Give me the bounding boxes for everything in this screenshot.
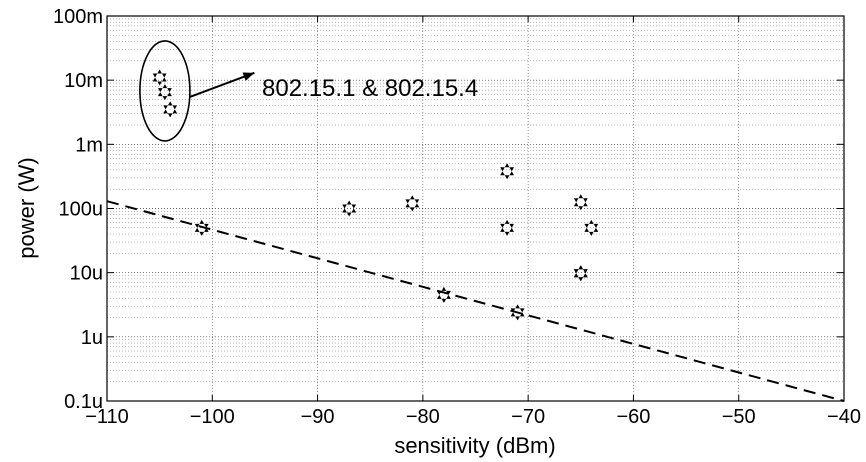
data-point-star (342, 200, 357, 217)
y-tick-labels: 0.1u 1u 10u 100u 1m 10m 100m (53, 6, 103, 413)
data-point-star (194, 219, 209, 236)
data-point-star (573, 194, 588, 211)
data-point-star (584, 219, 599, 236)
data-point-star (573, 265, 588, 282)
data-point-star (436, 286, 451, 303)
x-tick-label: −80 (406, 406, 440, 428)
x-tick-label: −50 (722, 406, 756, 428)
y-tick-label: 1u (81, 327, 103, 349)
x-tick-label: −90 (301, 406, 335, 428)
y-axis-label: power (W) (14, 157, 39, 258)
data-point-star (500, 219, 515, 236)
annotation-ellipse (139, 40, 191, 142)
data-point-star (152, 69, 167, 86)
trend-line-group (106, 200, 845, 402)
grid (107, 16, 844, 401)
x-tick-label: −60 (616, 406, 650, 428)
x-tick-labels: −110 −100 −90 −80 −70 −60 −50 −40 (85, 406, 861, 428)
annotation-arrow-line (189, 71, 255, 98)
y-tick-label: 10m (64, 70, 103, 92)
data-point-star (157, 84, 172, 101)
x-tick-label: −40 (827, 406, 861, 428)
trend-line (106, 200, 845, 402)
data-points (152, 69, 599, 321)
annotation-label: 802.15.1 & 802.15.4 (262, 75, 478, 102)
data-point-star (163, 101, 178, 118)
axis-ticks (106, 15, 845, 402)
y-tick-label: 1m (75, 134, 103, 156)
y-tick-label: 0.1u (64, 391, 103, 413)
y-tick-label: 100m (53, 6, 103, 28)
annotation: 802.15.1 & 802.15.4 (139, 40, 478, 142)
x-axis-label: sensitivity (dBm) (394, 433, 555, 458)
data-point-star (510, 304, 525, 321)
data-point-star (500, 163, 515, 180)
y-tick-label: 100u (59, 199, 104, 221)
x-tick-label: −100 (190, 406, 235, 428)
x-tick-label: −70 (511, 406, 545, 428)
y-tick-label: 10u (70, 263, 103, 285)
annotation-arrow-head (242, 72, 255, 81)
plot-area-border (106, 15, 845, 402)
x-tick-label: −110 (85, 406, 129, 428)
data-point-star (405, 195, 420, 212)
